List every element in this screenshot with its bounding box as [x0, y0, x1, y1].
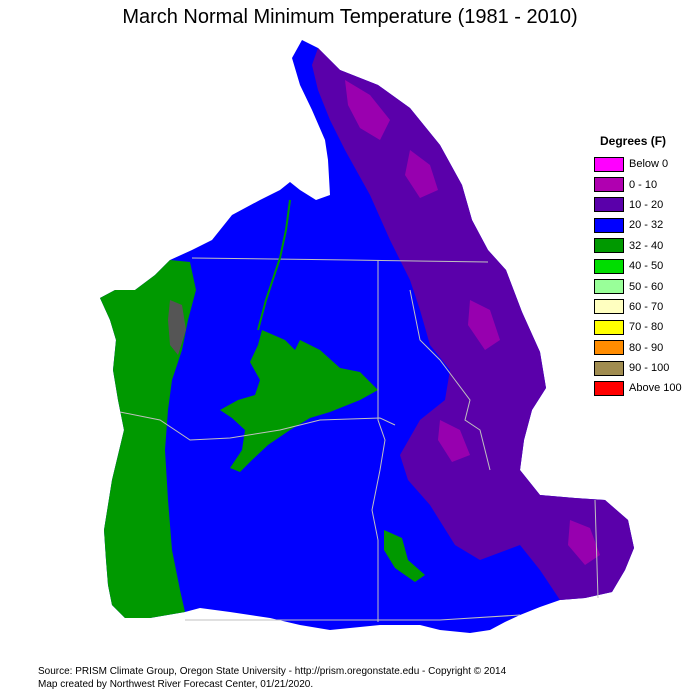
legend-label: Below 0: [629, 158, 669, 171]
legend-label: 40 - 50: [629, 260, 664, 273]
southern-border: [185, 614, 521, 621]
wyoming-border: [594, 499, 599, 599]
legend: Degrees (F) Below 0 0 - 10 10 - 20 20 - …: [594, 134, 700, 399]
legend-label: Above 100: [629, 382, 682, 395]
legend-swatch: [594, 380, 624, 396]
legend-swatch: [594, 360, 624, 376]
columbia-basin-zone: [220, 330, 378, 472]
cold-pocket-4: [438, 420, 470, 462]
cold-pocket-3: [468, 300, 500, 350]
legend-swatch: [594, 156, 624, 172]
legend-label: 80 - 90: [629, 341, 664, 354]
legend-item-90-100: 90 - 100: [594, 358, 700, 378]
snake-river-zone: [384, 530, 425, 582]
legend-label: 10 - 20: [629, 198, 664, 211]
legend-swatch: [594, 177, 624, 193]
legend-swatch: [594, 299, 624, 315]
legend-item-60-70: 60 - 70: [594, 297, 700, 317]
coastal-mild-zone: [100, 260, 196, 618]
footer-credits: Source: PRISM Climate Group, Oregon Stat…: [38, 665, 506, 691]
puget-sound: [168, 300, 186, 355]
legend-swatch: [594, 340, 624, 356]
id-mt-border: [409, 289, 491, 471]
source-credit: Source: PRISM Climate Group, Oregon Stat…: [38, 666, 507, 677]
legend-label: 60 - 70: [629, 300, 664, 313]
legend-label: 0 - 10: [629, 178, 658, 191]
river-channel: [257, 199, 291, 331]
legend-swatch: [594, 258, 624, 274]
legend-swatch: [594, 197, 624, 213]
legend-label: 90 - 100: [629, 362, 670, 375]
northern-border: [191, 257, 489, 263]
legend-swatch: [594, 319, 624, 335]
legend-item-80-90: 80 - 90: [594, 338, 700, 358]
legend-label: 50 - 60: [629, 280, 664, 293]
cold-pocket-5: [568, 520, 600, 565]
wa-or-border: [119, 411, 396, 441]
legend-item-70-80: 70 - 80: [594, 317, 700, 337]
legend-item-40-50: 40 - 50: [594, 256, 700, 276]
legend-item-32-40: 32 - 40: [594, 236, 700, 256]
legend-item-10-20: 10 - 20: [594, 195, 700, 215]
legend-swatch: [594, 279, 624, 295]
legend-swatch: [594, 217, 624, 233]
legend-label: 70 - 80: [629, 321, 664, 334]
legend-label: 20 - 32: [629, 219, 664, 232]
legend-item-0-10: 0 - 10: [594, 174, 700, 194]
cold-pocket-1: [345, 80, 390, 140]
or-id-border: [371, 260, 386, 622]
legend-swatch: [594, 238, 624, 254]
legend-item-below-0: Below 0: [594, 154, 700, 174]
legend-title: Degrees (F): [600, 134, 667, 148]
legend-item-above-100: Above 100: [594, 378, 700, 398]
map-title: March Normal Minimum Temperature (1981 -…: [122, 6, 578, 28]
cold-pocket-2: [405, 150, 438, 198]
creation-credit: Map created by Northwest River Forecast …: [38, 679, 314, 690]
legend-item-20-32: 20 - 32: [594, 215, 700, 235]
legend-item-50-60: 50 - 60: [594, 276, 700, 296]
legend-label: 32 - 40: [629, 239, 664, 252]
